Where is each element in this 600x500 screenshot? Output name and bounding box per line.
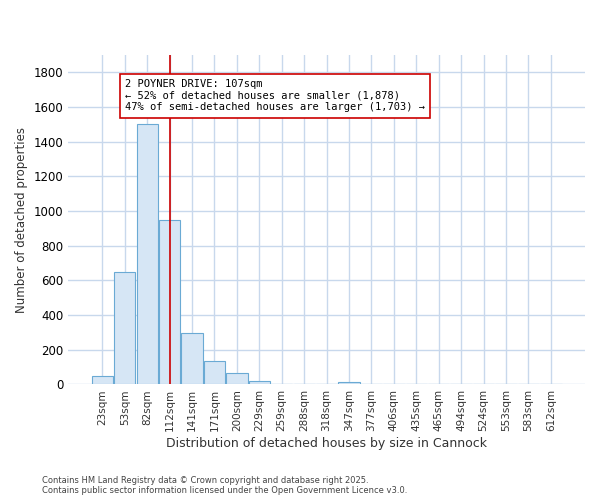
Y-axis label: Number of detached properties: Number of detached properties [15,126,28,312]
Bar [181,334,203,384]
Bar [204,361,225,384]
Bar [159,220,180,384]
Bar [114,272,136,384]
Bar [226,373,248,384]
Text: 2 POYNER DRIVE: 107sqm
← 52% of detached houses are smaller (1,878)
47% of semi-: 2 POYNER DRIVE: 107sqm ← 52% of detached… [125,80,425,112]
Text: Contains HM Land Registry data © Crown copyright and database right 2025.
Contai: Contains HM Land Registry data © Crown c… [42,476,407,495]
X-axis label: Distribution of detached houses by size in Cannock: Distribution of detached houses by size … [166,437,487,450]
Bar [92,376,113,384]
Bar [338,382,359,384]
Bar [248,380,270,384]
Bar [137,124,158,384]
